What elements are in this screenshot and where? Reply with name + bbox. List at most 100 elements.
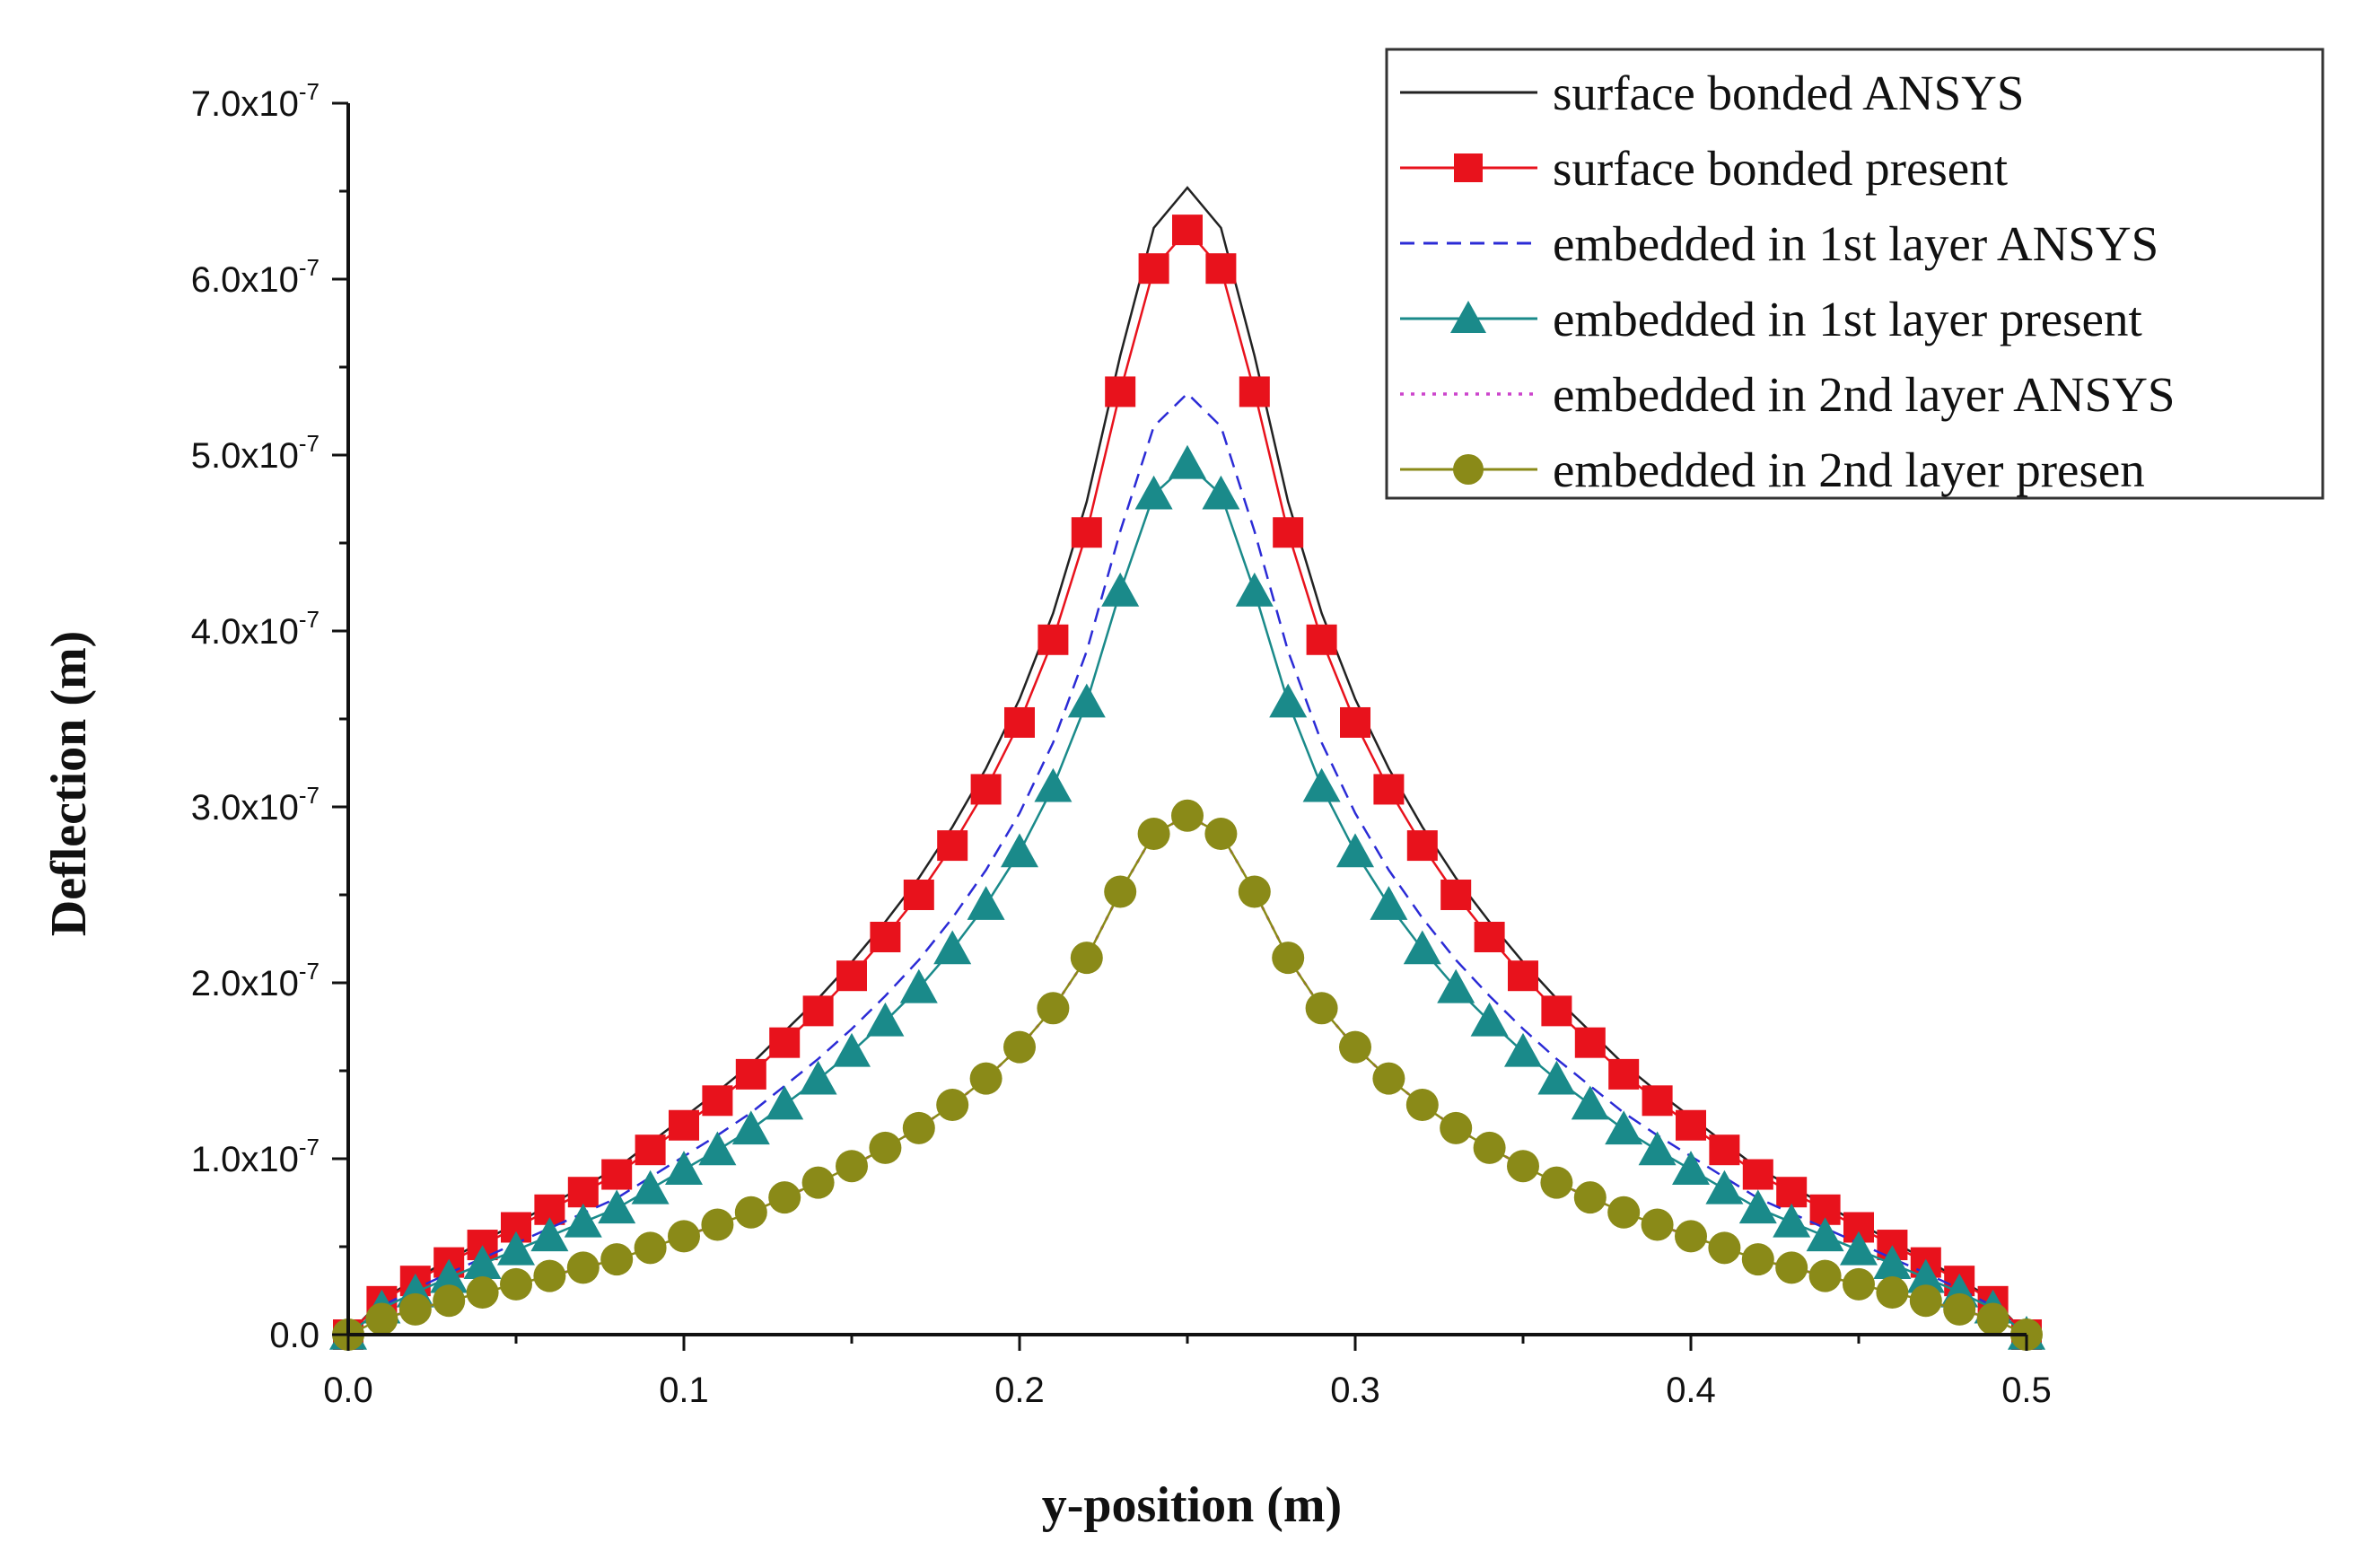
data-point-triangle — [1605, 1110, 1643, 1145]
data-point-square — [735, 1058, 766, 1090]
data-point-triangle — [1101, 572, 1140, 607]
legend-item: embedded in 2nd layer presen — [1400, 442, 2145, 497]
legend-label: embedded in 1st layer ANSYS — [1553, 216, 2158, 271]
data-point-circle — [1440, 1111, 1473, 1144]
data-point-square — [601, 1159, 633, 1190]
data-point-circle — [533, 1259, 566, 1292]
data-point-circle — [1037, 992, 1070, 1025]
data-point-triangle — [631, 1169, 670, 1204]
data-point-circle — [1070, 942, 1103, 975]
data-point-circle — [500, 1267, 532, 1301]
series-4 — [329, 444, 2045, 1350]
data-point-triangle — [866, 1002, 905, 1037]
x-tick-label: 0.1 — [659, 1371, 709, 1410]
data-point-triangle — [1302, 767, 1341, 802]
data-point-circle — [1976, 1302, 2009, 1336]
legend-label: embedded in 2nd layer presen — [1553, 442, 2145, 497]
data-point-square — [635, 1134, 666, 1166]
data-point-circle — [1305, 992, 1338, 1025]
data-point-triangle — [1034, 767, 1073, 802]
y-tick-label: 5.0x10-7 — [191, 430, 320, 476]
data-point-triangle — [1370, 886, 1408, 920]
data-point-triangle — [1235, 572, 1274, 607]
data-point-square — [1373, 774, 1405, 805]
data-point-circle — [1507, 1150, 1539, 1183]
data-point-triangle — [1001, 833, 1038, 868]
data-point-square — [870, 922, 901, 953]
data-point-circle — [1339, 1030, 1371, 1064]
data-point-square — [1508, 960, 1538, 992]
data-point-square — [1474, 922, 1505, 953]
data-point-square — [1205, 253, 1237, 285]
data-point-square — [1004, 706, 1035, 738]
legend-marker-square — [1454, 153, 1483, 182]
data-point-triangle — [1336, 833, 1374, 868]
data-point-circle — [1675, 1220, 1707, 1253]
y-tick-label: 3.0x10-7 — [191, 782, 320, 828]
data-point-circle — [836, 1150, 868, 1183]
data-point-triangle — [1840, 1231, 1878, 1266]
data-point-triangle — [731, 1110, 770, 1145]
legend-item: surface bonded present — [1400, 141, 2008, 196]
axes-layer: 0.0 0.1 0.2 0.3 0.4 0.5 0.0 1.0x10-7 2.0x10-7 3.0… — [191, 78, 2052, 1410]
data-point-triangle — [1470, 1002, 1509, 1037]
data-point-circle — [768, 1181, 801, 1214]
data-point-circle — [1909, 1284, 1942, 1318]
data-point-circle — [1372, 1062, 1405, 1095]
data-point-triangle — [1169, 444, 1206, 479]
data-point-triangle — [967, 886, 1005, 920]
data-point-circle — [1843, 1267, 1875, 1301]
data-point-triangle — [1672, 1151, 1710, 1185]
data-point-triangle — [1437, 968, 1475, 1003]
data-point-circle — [1540, 1166, 1573, 1199]
data-point-triangle — [933, 930, 972, 965]
data-point-triangle — [1705, 1169, 1744, 1204]
data-point-circle — [1137, 818, 1170, 851]
y-tick-label: 2.0x10-7 — [191, 958, 320, 1003]
data-point-circle — [566, 1251, 600, 1284]
data-point-triangle — [665, 1151, 703, 1185]
series-3 — [347, 391, 2027, 1336]
data-point-square — [1138, 253, 1169, 285]
data-point-square — [567, 1177, 599, 1208]
x-tick-label: 0.3 — [1330, 1371, 1380, 1410]
series-line — [347, 391, 2027, 1336]
data-point-square — [1541, 995, 1572, 1027]
data-point-square — [937, 830, 968, 862]
data-point-square — [970, 774, 1002, 805]
data-point-circle — [801, 1166, 835, 1199]
data-point-square — [1071, 517, 1102, 548]
data-point-circle — [1104, 875, 1137, 908]
legend: surface bonded ANSYS surface bonded prese… — [1385, 48, 2325, 500]
data-point-triangle — [899, 968, 938, 1003]
data-point-circle — [600, 1243, 634, 1276]
data-point-circle — [1171, 799, 1204, 832]
data-point-circle — [365, 1302, 398, 1336]
data-point-triangle — [530, 1217, 569, 1252]
data-point-triangle — [1571, 1085, 1609, 1120]
data-point-circle — [1741, 1243, 1774, 1276]
data-point-square — [1742, 1159, 1773, 1190]
data-point-triangle — [799, 1060, 837, 1095]
data-point-square — [903, 879, 934, 910]
data-point-circle — [869, 1131, 902, 1164]
data-point-triangle — [1638, 1131, 1677, 1166]
y-tick-label: 0.0 — [269, 1316, 320, 1355]
y-tick-label: 4.0x10-7 — [191, 606, 320, 652]
data-point-circle — [936, 1089, 969, 1122]
data-point-circle — [701, 1208, 734, 1241]
data-point-circle — [466, 1276, 499, 1310]
data-point-triangle — [463, 1245, 502, 1280]
data-point-triangle — [497, 1231, 535, 1266]
legend-marker-circle — [1453, 454, 1484, 485]
data-point-triangle — [1906, 1258, 1945, 1293]
legend-label: surface bonded ANSYS — [1553, 66, 2024, 120]
data-point-circle — [1808, 1259, 1842, 1292]
data-point-square — [1776, 1177, 1808, 1208]
data-point-square — [1709, 1134, 1740, 1166]
data-point-square — [1406, 830, 1438, 862]
data-point-circle — [1573, 1181, 1607, 1214]
legend-marker-triangle — [1450, 301, 1486, 333]
data-point-triangle — [833, 1032, 871, 1067]
x-tick-label: 0.2 — [994, 1371, 1045, 1410]
